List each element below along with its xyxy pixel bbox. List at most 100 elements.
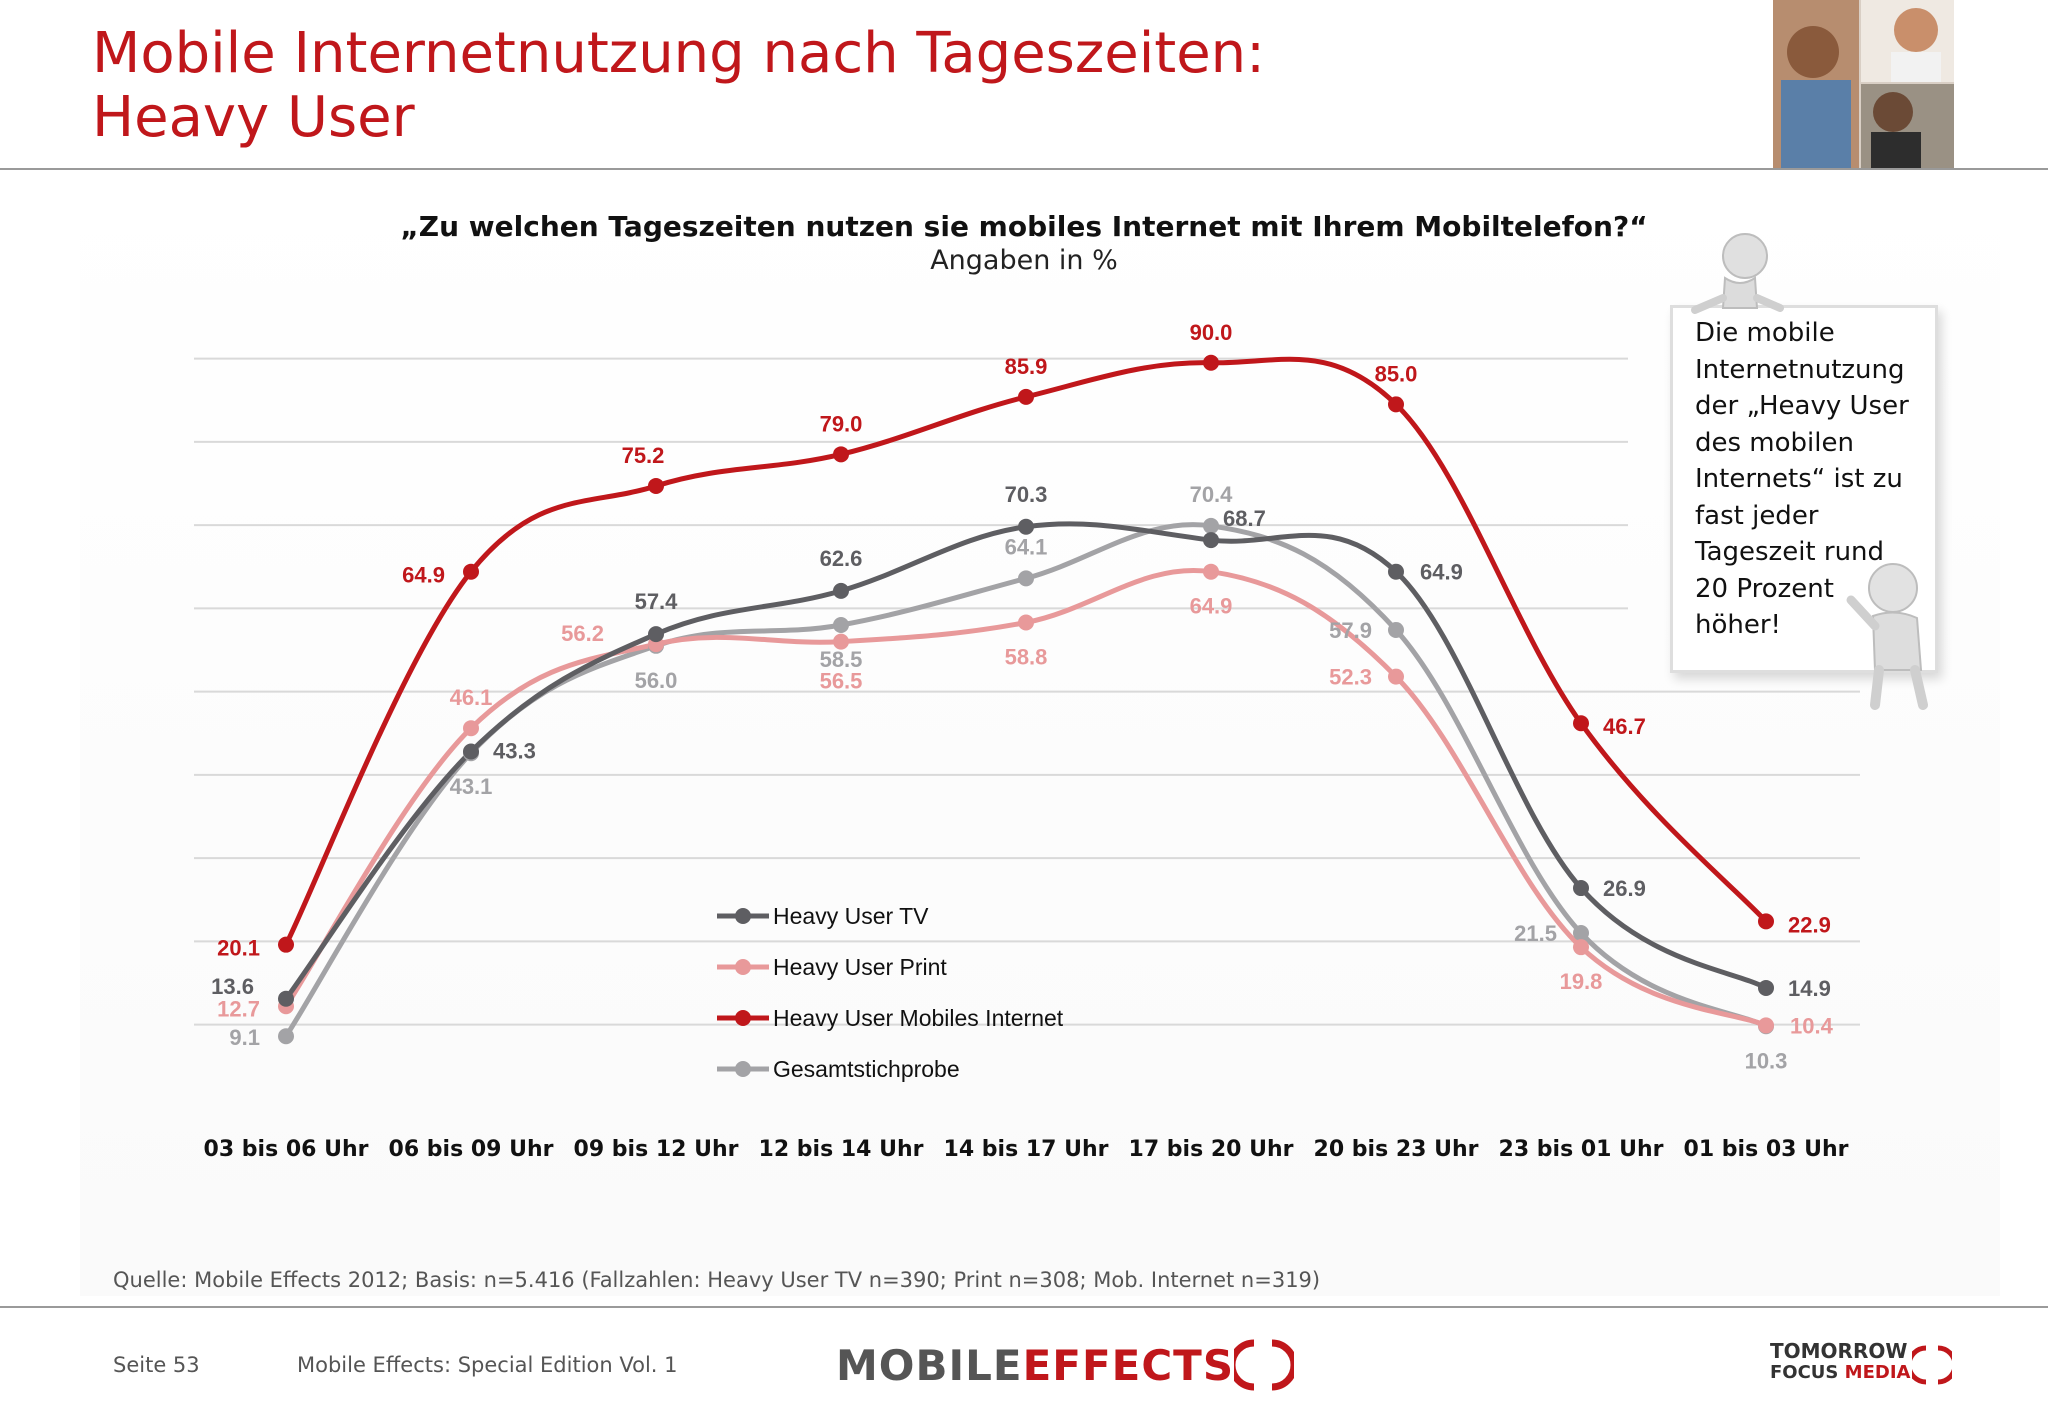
data-label-mobile: 20.1 bbox=[217, 936, 260, 961]
data-label-mobile: 64.9 bbox=[402, 563, 445, 588]
data-label-print: 46.1 bbox=[450, 685, 493, 710]
data-point-print bbox=[1758, 1017, 1774, 1034]
footer-divider bbox=[0, 1306, 2048, 1308]
tfm-logo-media: MEDIA bbox=[1844, 1362, 1911, 1383]
data-label-total: 10.3 bbox=[1745, 1048, 1788, 1073]
page-title: Mobile Internetnutzung nach Tageszeiten:… bbox=[92, 22, 1265, 150]
chart-gridlines bbox=[194, 357, 1860, 1026]
data-label-total: 70.4 bbox=[1190, 482, 1234, 507]
logo-bracket-icon bbox=[1234, 1339, 1295, 1391]
data-point-print bbox=[1018, 614, 1034, 631]
data-point-print bbox=[1573, 939, 1589, 956]
data-label-print: 12.7 bbox=[217, 996, 260, 1021]
data-label-tv: 62.6 bbox=[820, 546, 863, 571]
data-label-tv: 64.9 bbox=[1420, 560, 1463, 585]
legend-swatch-marker-mobile bbox=[735, 1010, 751, 1026]
x-tick-label: 20 bis 23 Uhr bbox=[1314, 1137, 1479, 1162]
legend-swatch-marker-tv bbox=[735, 908, 751, 924]
data-point-mobile bbox=[1573, 715, 1589, 732]
data-point-total bbox=[1018, 570, 1034, 587]
data-label-tv: 57.4 bbox=[635, 589, 679, 614]
data-label-mobile: 90.0 bbox=[1190, 320, 1233, 345]
x-tick-label: 17 bis 20 Uhr bbox=[1129, 1137, 1294, 1162]
data-point-mobile bbox=[833, 446, 849, 463]
data-label-print: 58.8 bbox=[1005, 644, 1048, 669]
data-label-total: 58.5 bbox=[820, 647, 863, 672]
data-label-total: 21.5 bbox=[1514, 921, 1557, 946]
data-label-print: 56.2 bbox=[561, 621, 604, 646]
data-point-mobile bbox=[1388, 396, 1404, 413]
data-label-print: 64.9 bbox=[1190, 594, 1233, 619]
legend-label-mobile: Heavy User Mobiles Internet bbox=[773, 1005, 1064, 1031]
tfm-logo-line2: FOCUS MEDIA bbox=[1770, 1362, 1910, 1384]
data-point-tv bbox=[1203, 532, 1219, 549]
data-point-tv bbox=[1758, 979, 1774, 996]
data-point-mobile bbox=[278, 936, 294, 953]
tomorrow-focus-media-logo: TOMORROW FOCUS MEDIA bbox=[1770, 1340, 1970, 1390]
chart-data-points bbox=[278, 354, 1774, 1045]
people-photo-collage bbox=[1773, 0, 1954, 168]
data-point-mobile bbox=[1758, 913, 1774, 930]
chart-unit-label: Angaben in % bbox=[930, 245, 1118, 276]
page-number: Seite 53 bbox=[113, 1353, 200, 1377]
data-label-print: 19.8 bbox=[1560, 969, 1603, 994]
chart-source-note: Quelle: Mobile Effects 2012; Basis: n=5.… bbox=[113, 1268, 1321, 1292]
data-label-mobile: 85.9 bbox=[1005, 354, 1048, 379]
data-label-total: 9.1 bbox=[229, 1025, 260, 1050]
data-point-print bbox=[463, 720, 479, 737]
legend-label-print: Heavy User Print bbox=[773, 954, 947, 980]
data-point-print bbox=[833, 633, 849, 650]
data-point-mobile bbox=[1203, 354, 1219, 371]
chart-x-axis: 03 bis 06 Uhr 06 bis 09 Uhr 09 bis 12 Uhr 1… bbox=[204, 1137, 1849, 1162]
tfm-logo-line1: TOMORROW bbox=[1770, 1339, 1908, 1363]
data-point-tv bbox=[648, 626, 664, 643]
page-title-line2: Heavy User bbox=[92, 85, 415, 150]
data-point-total bbox=[1203, 517, 1219, 534]
data-point-total bbox=[1573, 925, 1589, 942]
data-point-print bbox=[1388, 668, 1404, 685]
logo-text-mobile: MOBILE bbox=[836, 1340, 1023, 1390]
data-point-tv bbox=[1018, 518, 1034, 535]
data-label-print: 52.3 bbox=[1329, 665, 1372, 690]
data-label-total: 57.9 bbox=[1329, 618, 1372, 643]
data-point-tv bbox=[278, 990, 294, 1007]
x-tick-label: 03 bis 06 Uhr bbox=[204, 1137, 369, 1162]
data-label-tv: 43.3 bbox=[493, 739, 536, 764]
edition-label: Mobile Effects: Special Edition Vol. 1 bbox=[297, 1353, 678, 1377]
x-tick-label: 09 bis 12 Uhr bbox=[574, 1137, 739, 1162]
page-title-line1: Mobile Internetnutzung nach Tageszeiten: bbox=[92, 21, 1266, 86]
x-tick-label: 23 bis 01 Uhr bbox=[1499, 1137, 1664, 1162]
data-label-mobile: 85.0 bbox=[1375, 361, 1418, 386]
data-label-total: 56.0 bbox=[635, 668, 678, 693]
data-point-mobile bbox=[463, 563, 479, 580]
data-point-mobile bbox=[648, 477, 664, 494]
x-tick-label: 12 bis 14 Uhr bbox=[759, 1137, 924, 1162]
data-point-tv bbox=[1573, 880, 1589, 897]
callout-text: Die mobile Internetnutzung der „Heavy Us… bbox=[1695, 318, 1909, 640]
figure-pushing-icon bbox=[1846, 563, 1928, 710]
logo-text-effects: EFFECTS bbox=[1022, 1340, 1235, 1390]
x-tick-label: 01 bis 03 Uhr bbox=[1684, 1137, 1849, 1162]
data-label-tv: 26.9 bbox=[1603, 876, 1646, 901]
series-line-print bbox=[283, 568, 1769, 1028]
data-label-tv: 70.3 bbox=[1005, 482, 1048, 507]
data-point-tv bbox=[1388, 563, 1404, 580]
data-label-tv: 14.9 bbox=[1788, 976, 1831, 1001]
data-label-print: 10.4 bbox=[1790, 1013, 1834, 1038]
data-point-tv bbox=[833, 582, 849, 599]
data-point-total bbox=[278, 1028, 294, 1045]
data-label-mobile: 75.2 bbox=[622, 443, 665, 468]
tfm-bracket-icon bbox=[1912, 1345, 1952, 1385]
legend-label-total: Gesamtstichprobe bbox=[773, 1056, 960, 1082]
data-label-total: 64.1 bbox=[1005, 534, 1048, 559]
chart-data-labels: 9.1 43.1 56.0 58.5 64.1 70.4 57.9 21.5 10.3 12.7 4… bbox=[211, 320, 1833, 1074]
data-point-total bbox=[1388, 621, 1404, 638]
data-label-mobile: 22.9 bbox=[1788, 912, 1831, 937]
legend-swatch-marker-total bbox=[735, 1061, 751, 1077]
tfm-logo-focus: FOCUS bbox=[1770, 1362, 1839, 1383]
data-label-total: 43.1 bbox=[450, 774, 493, 799]
x-tick-label: 06 bis 09 Uhr bbox=[389, 1137, 554, 1162]
data-label-mobile: 46.7 bbox=[1603, 714, 1646, 739]
data-label-print: 56.5 bbox=[820, 669, 863, 694]
